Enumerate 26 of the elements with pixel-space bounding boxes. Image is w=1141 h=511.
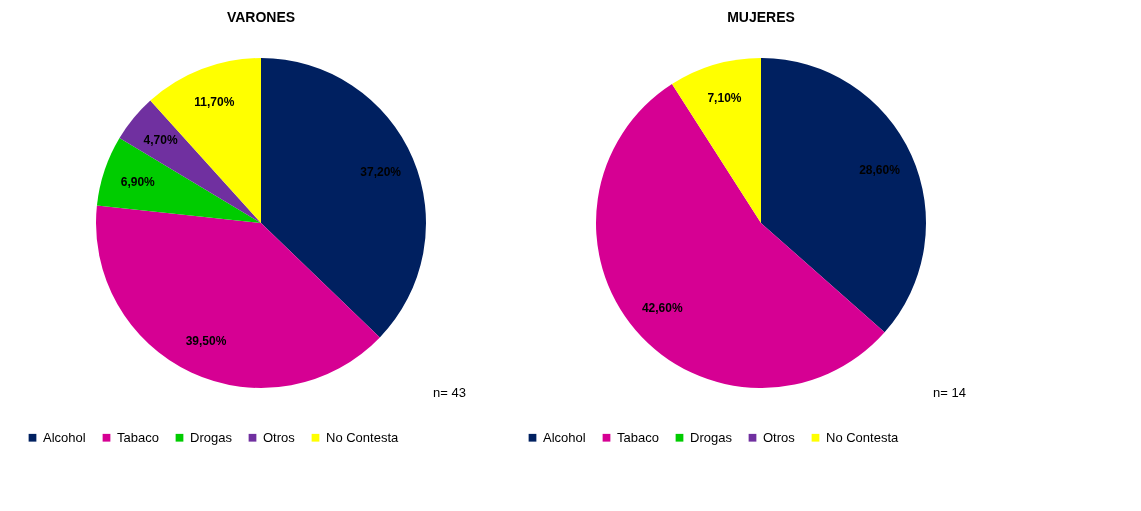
legend-label: Otros	[263, 429, 296, 445]
pie-slice	[761, 58, 926, 333]
legend-label: No Contesta	[826, 429, 900, 445]
data-label: 39,50%	[185, 333, 227, 348]
data-label: 11,70%	[194, 94, 235, 109]
legend-label: Otros	[763, 429, 796, 445]
data-label: 7,10%	[707, 91, 742, 106]
data-label: 42,60%	[641, 300, 683, 315]
pie-slice	[261, 58, 426, 338]
legend-label: Alcohol	[543, 429, 586, 445]
pie-slice	[672, 58, 761, 223]
pie-slice	[96, 205, 380, 388]
legend-label: Alcohol	[43, 429, 86, 445]
legend-label: Drogas	[190, 429, 233, 445]
chart-title: MUJERES	[727, 9, 795, 25]
legend-label: No Contesta	[326, 429, 400, 445]
legend-label: Drogas	[690, 429, 733, 445]
chart-title: VARONES	[226, 9, 296, 25]
legend-label: Tabaco	[117, 429, 159, 445]
legend-label: Tabaco	[617, 429, 659, 445]
text: n= 14	[933, 385, 966, 400]
text: n= 43	[433, 385, 466, 400]
data-label: 37,20%	[360, 165, 402, 180]
data-label: 4,70%	[143, 133, 178, 148]
data-label: 28,60%	[859, 162, 901, 177]
data-label: 6,90%	[120, 174, 156, 189]
